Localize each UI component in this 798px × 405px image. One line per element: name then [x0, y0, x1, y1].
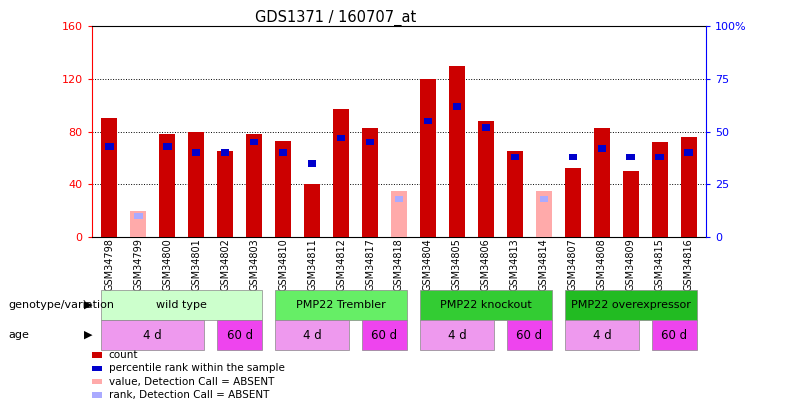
Bar — [655, 153, 664, 160]
Bar — [192, 149, 200, 156]
Text: 60 d: 60 d — [371, 328, 397, 342]
Bar — [594, 128, 610, 237]
Bar — [449, 66, 465, 237]
Text: 4 d: 4 d — [448, 328, 466, 342]
Text: GDS1371 / 160707_at: GDS1371 / 160707_at — [255, 10, 416, 26]
Bar — [250, 139, 259, 145]
Bar — [623, 171, 639, 237]
Bar — [565, 168, 581, 237]
Bar — [511, 153, 519, 160]
Text: percentile rank within the sample: percentile rank within the sample — [109, 363, 284, 373]
Text: value, Detection Call = ABSENT: value, Detection Call = ABSENT — [109, 377, 274, 387]
Bar — [101, 118, 117, 237]
Bar — [626, 153, 635, 160]
Text: age: age — [8, 330, 29, 340]
Bar — [279, 149, 287, 156]
Bar — [308, 160, 317, 166]
Text: 60 d: 60 d — [516, 328, 543, 342]
Text: PMP22 Trembler: PMP22 Trembler — [296, 300, 386, 310]
Text: 4 d: 4 d — [592, 328, 611, 342]
Bar — [539, 196, 548, 202]
Text: 4 d: 4 d — [144, 328, 162, 342]
Bar — [536, 191, 552, 237]
Bar — [452, 103, 461, 110]
Bar — [391, 191, 407, 237]
Text: 60 d: 60 d — [227, 328, 253, 342]
Bar — [424, 118, 433, 124]
Bar — [652, 142, 668, 237]
Text: count: count — [109, 350, 138, 360]
Bar — [333, 109, 349, 237]
Text: ▶: ▶ — [84, 300, 93, 310]
Bar — [481, 124, 490, 131]
Text: wild type: wild type — [156, 300, 207, 310]
Bar — [134, 213, 143, 219]
Bar — [365, 139, 374, 145]
Bar — [568, 153, 577, 160]
Bar — [598, 145, 606, 152]
Bar — [681, 137, 697, 237]
Bar — [221, 149, 230, 156]
Bar — [395, 196, 403, 202]
Bar — [159, 134, 175, 237]
Bar — [246, 134, 262, 237]
Text: 4 d: 4 d — [302, 328, 322, 342]
Bar — [362, 128, 378, 237]
Bar — [685, 149, 693, 156]
Text: 60 d: 60 d — [662, 328, 687, 342]
Bar — [337, 134, 346, 141]
Text: rank, Detection Call = ABSENT: rank, Detection Call = ABSENT — [109, 390, 269, 400]
Text: genotype/variation: genotype/variation — [8, 300, 114, 310]
Bar — [507, 151, 523, 237]
Bar — [217, 151, 233, 237]
Bar — [163, 143, 172, 150]
Text: PMP22 knockout: PMP22 knockout — [440, 300, 531, 310]
Bar — [105, 143, 113, 150]
Bar — [478, 121, 494, 237]
Bar — [420, 79, 436, 237]
Text: PMP22 overexpressor: PMP22 overexpressor — [571, 300, 691, 310]
Text: ▶: ▶ — [84, 330, 93, 340]
Bar — [130, 211, 146, 237]
Bar — [275, 141, 291, 237]
Bar — [304, 184, 320, 237]
Bar — [188, 132, 204, 237]
